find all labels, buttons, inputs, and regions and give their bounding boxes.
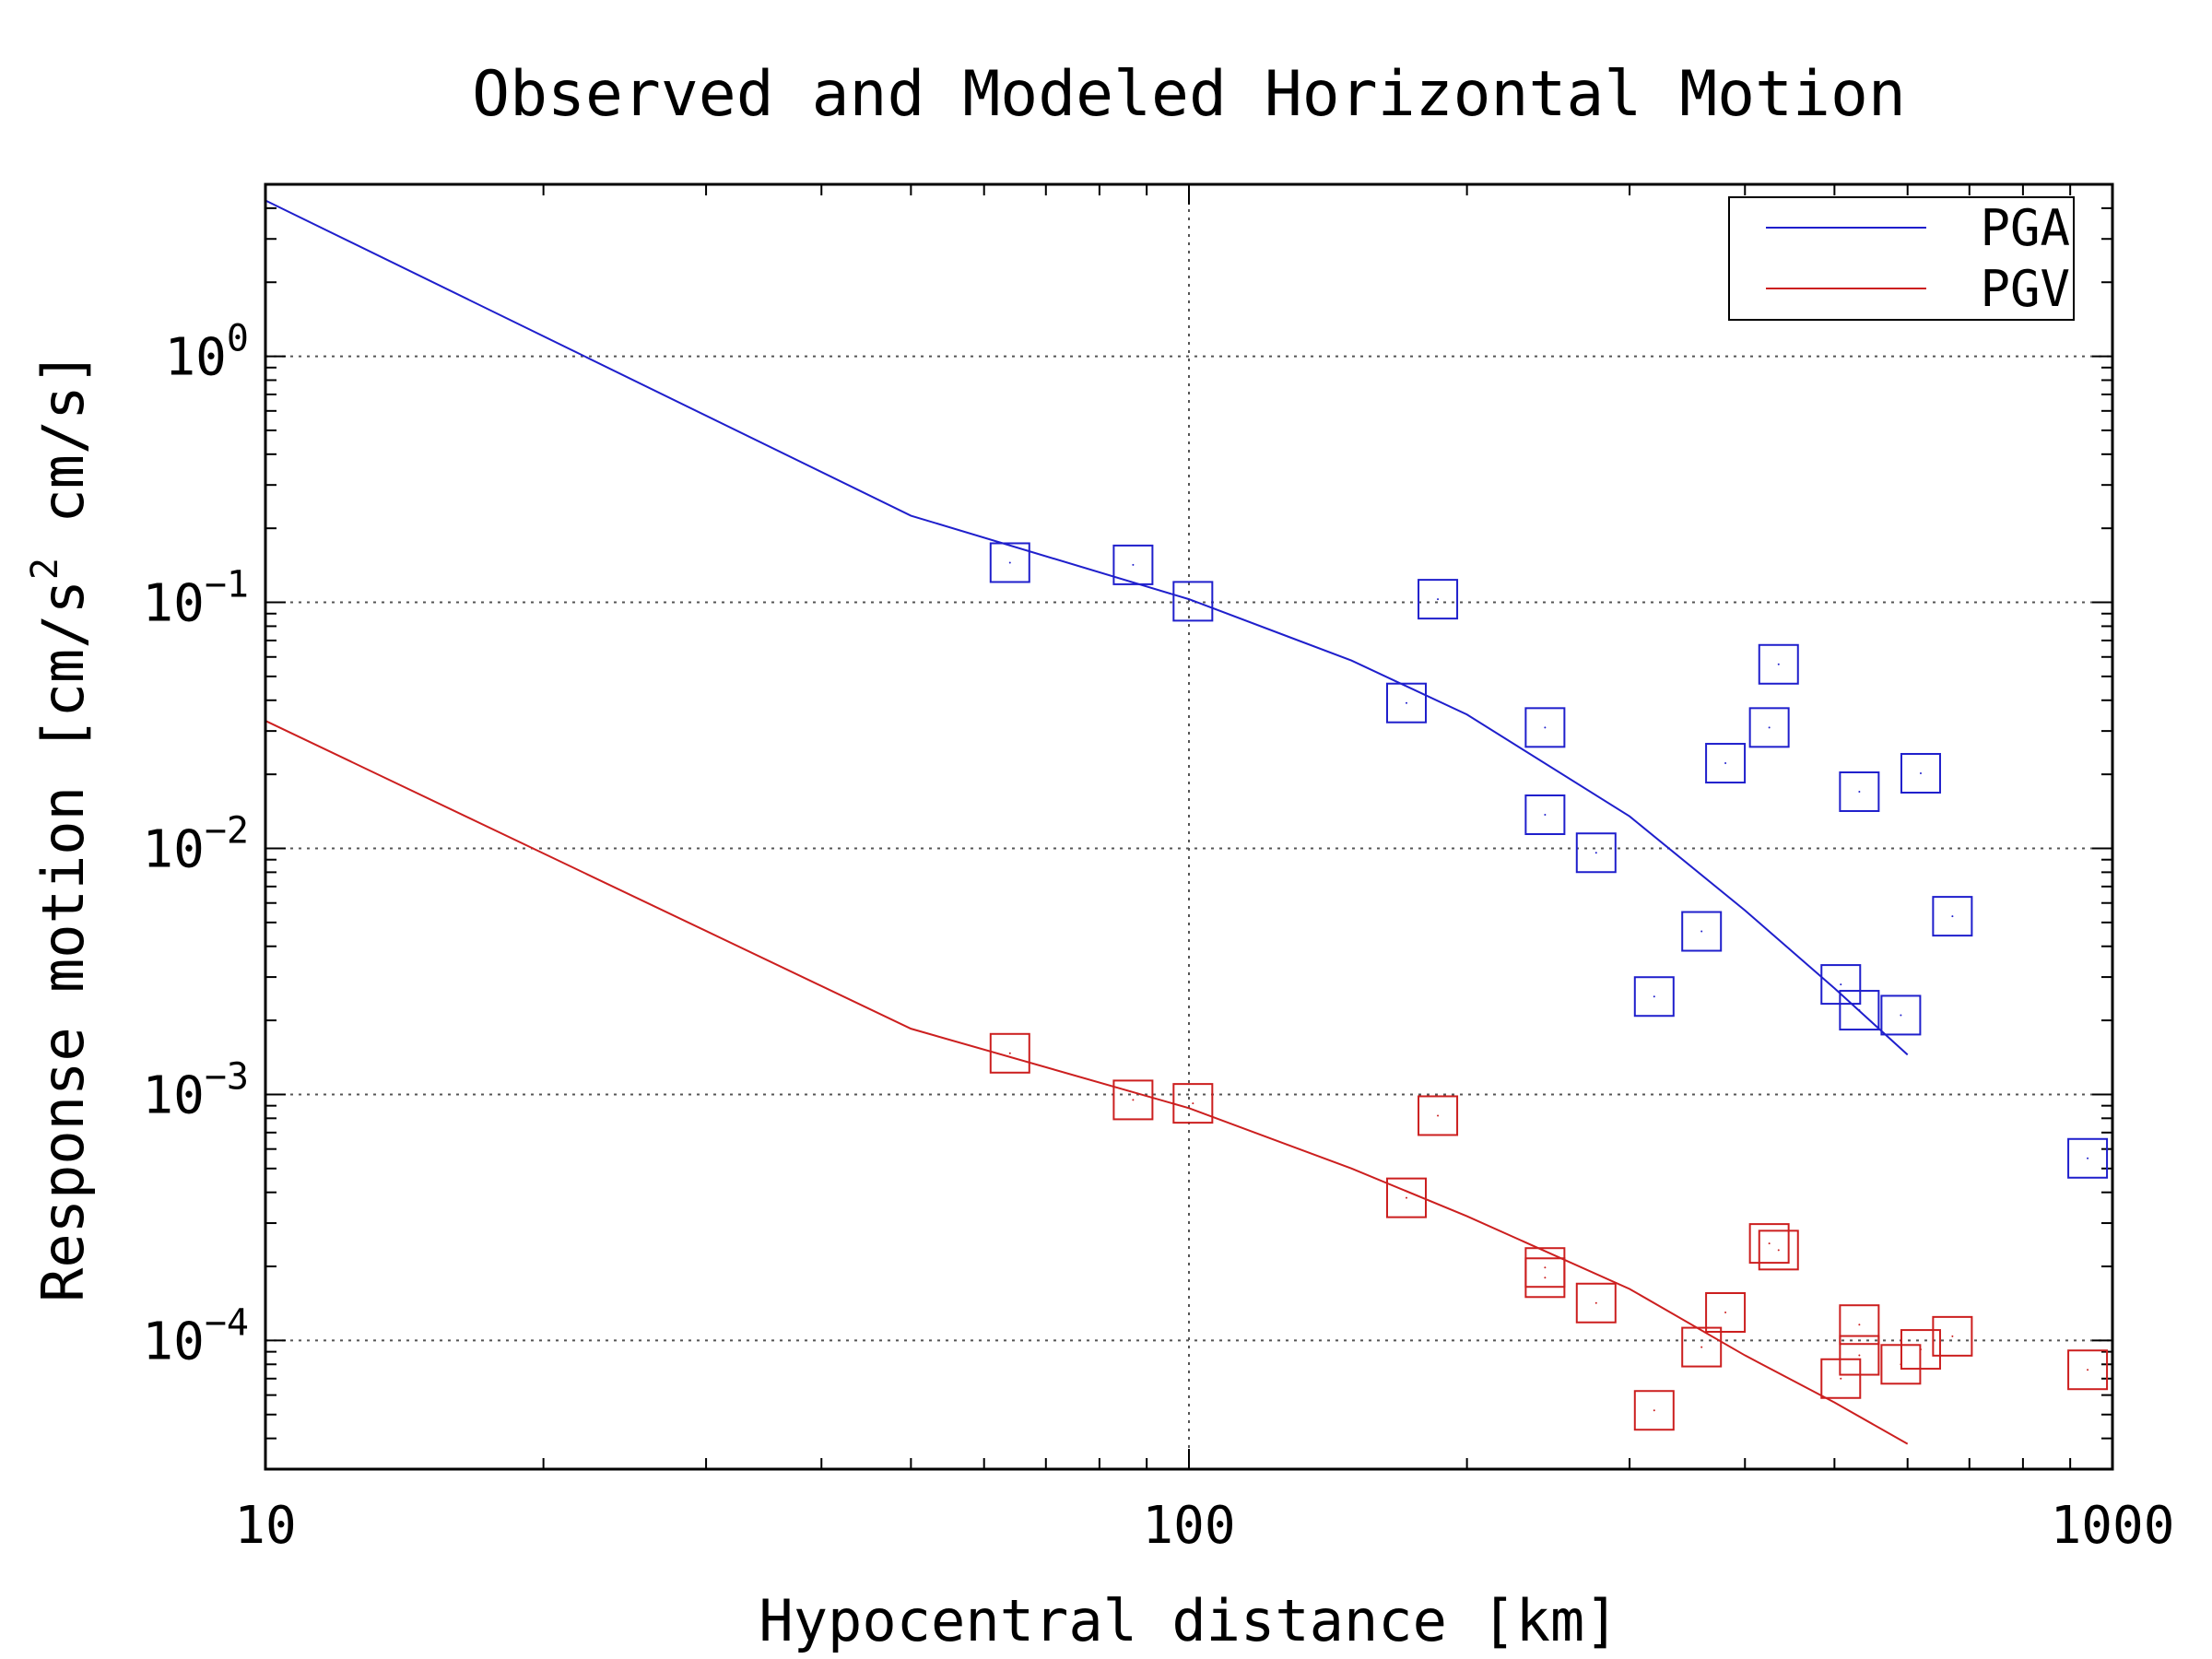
observed-point-center-pgv bbox=[1951, 1335, 1954, 1337]
series-layer bbox=[265, 199, 2109, 1445]
observed-point-center-pgv bbox=[1768, 1242, 1771, 1245]
observed-point-pgv bbox=[1748, 1223, 1790, 1265]
observed-point-center-pga bbox=[1858, 790, 1861, 793]
observed-point-pgv bbox=[1839, 1335, 1880, 1376]
observed-point-center-pga bbox=[1405, 701, 1407, 704]
observed-point-center-pgv bbox=[2087, 1369, 2089, 1371]
observed-point-pgv bbox=[1575, 1282, 1617, 1324]
x-tick-label: 1000 bbox=[2051, 1496, 2175, 1556]
observed-point-pga bbox=[1524, 707, 1566, 748]
observed-point-center-pga bbox=[1840, 983, 1842, 986]
y-tick-label: 10−3 bbox=[142, 1055, 249, 1125]
observed-point-center-pga bbox=[1900, 1014, 1902, 1017]
y-tick-label: 100 bbox=[164, 318, 249, 388]
chart-title: Observed and Modeled Horizontal Motion bbox=[472, 58, 1906, 131]
observed-point-pga bbox=[1112, 544, 1154, 585]
x-axis-label: Hypocentral distance [km] bbox=[759, 1587, 1618, 1654]
observed-point-pga bbox=[1880, 994, 1922, 1036]
observed-point-pgv bbox=[1418, 1095, 1459, 1136]
observed-point-pga bbox=[1633, 976, 1675, 1018]
observed-point-center-pgv bbox=[1858, 1354, 1861, 1357]
observed-point-center-pga bbox=[1544, 726, 1547, 729]
observed-point-pgv bbox=[1524, 1247, 1566, 1288]
observed-point-center-pga bbox=[1768, 726, 1771, 729]
observed-point-center-pgv bbox=[1700, 1346, 1703, 1348]
observed-point-center-pgv bbox=[1724, 1311, 1727, 1313]
observed-point-center-pgv bbox=[1544, 1266, 1547, 1269]
x-tick-label: 10 bbox=[234, 1496, 296, 1556]
observed-point-pga bbox=[1748, 707, 1790, 748]
observed-point-pga bbox=[989, 542, 1030, 583]
y-tick-label: 10−2 bbox=[142, 810, 249, 880]
legend-label-pga: PGA bbox=[1980, 199, 2070, 257]
y-tick-label: 10−1 bbox=[142, 564, 249, 634]
observed-point-center-pgv bbox=[1008, 1052, 1011, 1054]
observed-point-pga bbox=[1705, 743, 1747, 784]
observed-point-center-pga bbox=[1653, 995, 1655, 998]
observed-point-pga bbox=[1839, 990, 1880, 1031]
observed-point-pgv bbox=[1839, 1304, 1880, 1346]
observed-point-pgv bbox=[989, 1032, 1030, 1074]
observed-point-center-pga bbox=[2087, 1157, 2089, 1159]
observed-point-center-pga bbox=[1437, 598, 1440, 601]
observed-point-pga bbox=[1932, 896, 1973, 937]
observed-point-pgv bbox=[1900, 1329, 1941, 1371]
observed-point-pgv bbox=[1758, 1230, 1799, 1271]
observed-point-pgv bbox=[1705, 1291, 1747, 1333]
observed-point-pga bbox=[1681, 911, 1723, 952]
observed-point-center-pga bbox=[1724, 762, 1727, 765]
observed-point-center-pga bbox=[1544, 814, 1547, 817]
observed-point-center-pga bbox=[1777, 663, 1780, 665]
y-tick-label: 10−4 bbox=[142, 1301, 249, 1371]
observed-point-pga bbox=[1839, 771, 1880, 812]
observed-point-center-pgv bbox=[1132, 1099, 1135, 1101]
observed-point-center-pga bbox=[1008, 561, 1011, 564]
observed-point-center-pgv bbox=[1840, 1377, 1842, 1380]
observed-point-pga bbox=[1900, 752, 1941, 794]
observed-point-pgv bbox=[1112, 1079, 1154, 1121]
observed-point-center-pgv bbox=[1594, 1301, 1597, 1304]
observed-point-center-pga bbox=[1192, 600, 1194, 603]
y-axis-label: Response motion [cm/s2 cm/s] bbox=[24, 351, 97, 1302]
observed-point-center-pgv bbox=[1192, 1102, 1194, 1105]
observed-point-pga bbox=[1524, 794, 1566, 836]
observed-point-center-pgv bbox=[1919, 1348, 1922, 1351]
observed-point-pga bbox=[1575, 832, 1617, 874]
observed-point-center-pga bbox=[1858, 1009, 1861, 1012]
legend-box bbox=[1728, 196, 2075, 321]
x-tick-label: 100 bbox=[1142, 1496, 1235, 1556]
grid-lines bbox=[265, 184, 2112, 1469]
observed-point-pgv bbox=[2067, 1349, 2109, 1391]
observed-point-pga bbox=[1385, 682, 1427, 724]
observed-point-center-pga bbox=[1919, 771, 1922, 774]
observed-point-center-pga bbox=[1132, 563, 1135, 566]
observed-point-center-pga bbox=[1594, 852, 1597, 854]
plot-frame bbox=[264, 182, 2114, 1471]
observed-point-center-pgv bbox=[1858, 1324, 1861, 1326]
observed-point-center-pgv bbox=[1544, 1277, 1547, 1279]
legend: PGA PGV bbox=[1728, 196, 2075, 321]
legend-label-pgv: PGV bbox=[1980, 260, 2070, 318]
observed-point-pga bbox=[1758, 643, 1799, 685]
observed-point-pgv bbox=[1633, 1390, 1675, 1431]
observed-point-pgv bbox=[1172, 1083, 1214, 1124]
observed-point-center-pgv bbox=[1777, 1249, 1780, 1252]
observed-point-center-pga bbox=[1951, 915, 1954, 918]
observed-point-center-pga bbox=[1700, 930, 1703, 933]
observed-point-pga bbox=[1172, 581, 1214, 622]
observed-point-pga bbox=[2067, 1137, 2109, 1179]
x-axis-ticks: 10 100 1000 bbox=[234, 1496, 2174, 1556]
observed-point-pgv bbox=[1932, 1315, 1973, 1357]
observed-point-center-pgv bbox=[1405, 1196, 1407, 1199]
observed-point-center-pgv bbox=[1437, 1114, 1440, 1117]
observed-point-pga bbox=[1418, 579, 1459, 620]
observed-point-pgv bbox=[1385, 1177, 1427, 1218]
observed-point-center-pgv bbox=[1653, 1409, 1655, 1412]
model-line-pgv bbox=[265, 720, 1909, 1445]
observed-point-pgv bbox=[1681, 1326, 1723, 1368]
y-axis-ticks: 100 10−1 10−2 10−3 10−4 bbox=[142, 318, 249, 1372]
